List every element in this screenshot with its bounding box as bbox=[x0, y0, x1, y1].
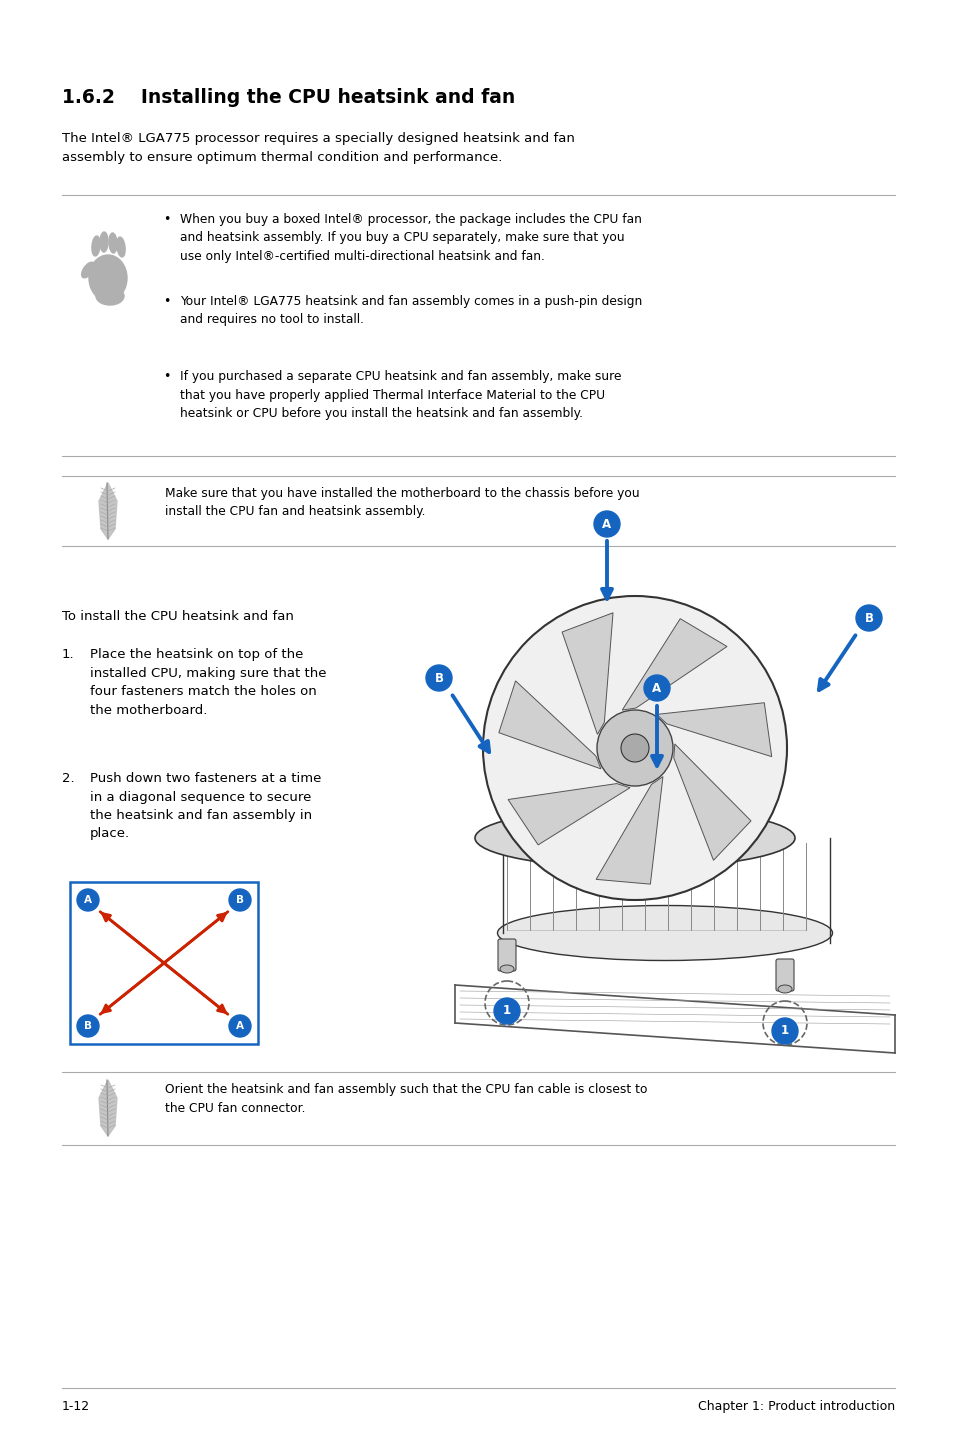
Text: The Intel® LGA775 processor requires a specially designed heatsink and fan
assem: The Intel® LGA775 processor requires a s… bbox=[62, 132, 575, 164]
Ellipse shape bbox=[499, 965, 514, 974]
Text: To install the CPU heatsink and fan: To install the CPU heatsink and fan bbox=[62, 610, 294, 623]
Text: 2.: 2. bbox=[62, 772, 74, 785]
Text: 1.6.2    Installing the CPU heatsink and fan: 1.6.2 Installing the CPU heatsink and fa… bbox=[62, 88, 515, 106]
Ellipse shape bbox=[475, 808, 794, 869]
Circle shape bbox=[594, 510, 619, 536]
Polygon shape bbox=[561, 613, 613, 735]
Polygon shape bbox=[673, 743, 750, 860]
Ellipse shape bbox=[100, 232, 108, 252]
Text: 1: 1 bbox=[502, 1005, 511, 1018]
Polygon shape bbox=[508, 784, 629, 846]
Text: A: A bbox=[84, 894, 91, 905]
Polygon shape bbox=[596, 777, 662, 884]
FancyBboxPatch shape bbox=[775, 959, 793, 991]
Ellipse shape bbox=[82, 262, 94, 278]
Text: Chapter 1: Product introduction: Chapter 1: Product introduction bbox=[698, 1401, 894, 1414]
Ellipse shape bbox=[109, 233, 117, 253]
Ellipse shape bbox=[116, 237, 125, 257]
Text: B: B bbox=[434, 672, 443, 684]
FancyBboxPatch shape bbox=[497, 939, 516, 971]
Circle shape bbox=[643, 674, 669, 700]
Polygon shape bbox=[99, 1080, 117, 1136]
Circle shape bbox=[620, 733, 648, 762]
Text: Push down two fasteners at a time
in a diagonal sequence to secure
the heatsink : Push down two fasteners at a time in a d… bbox=[90, 772, 321, 840]
Text: B: B bbox=[863, 611, 873, 624]
Text: Your Intel® LGA775 heatsink and fan assembly comes in a push-pin design
and requ: Your Intel® LGA775 heatsink and fan asse… bbox=[180, 295, 641, 326]
Polygon shape bbox=[498, 680, 600, 769]
Circle shape bbox=[77, 889, 99, 912]
Circle shape bbox=[597, 710, 672, 787]
Text: •: • bbox=[163, 295, 171, 308]
Ellipse shape bbox=[91, 236, 100, 256]
Polygon shape bbox=[656, 703, 771, 756]
Circle shape bbox=[229, 889, 251, 912]
Text: •: • bbox=[163, 370, 171, 383]
Circle shape bbox=[494, 998, 519, 1024]
Text: A: A bbox=[235, 1021, 244, 1031]
Text: 1: 1 bbox=[781, 1024, 788, 1037]
Text: A: A bbox=[601, 518, 611, 531]
Text: 1-12: 1-12 bbox=[62, 1401, 90, 1414]
Text: If you purchased a separate CPU heatsink and fan assembly, make sure
that you ha: If you purchased a separate CPU heatsink… bbox=[180, 370, 620, 420]
Circle shape bbox=[855, 605, 882, 631]
Text: B: B bbox=[84, 1021, 91, 1031]
Circle shape bbox=[77, 1015, 99, 1037]
Circle shape bbox=[771, 1018, 797, 1044]
Text: Place the heatsink on top of the
installed CPU, making sure that the
four fasten: Place the heatsink on top of the install… bbox=[90, 649, 326, 716]
Text: Orient the heatsink and fan assembly such that the CPU fan cable is closest to
t: Orient the heatsink and fan assembly suc… bbox=[165, 1083, 647, 1114]
Text: •: • bbox=[163, 213, 171, 226]
Text: 1.: 1. bbox=[62, 649, 74, 661]
Circle shape bbox=[426, 664, 452, 692]
Ellipse shape bbox=[497, 906, 832, 961]
Ellipse shape bbox=[778, 985, 791, 994]
Circle shape bbox=[482, 595, 786, 900]
FancyBboxPatch shape bbox=[70, 881, 257, 1044]
Polygon shape bbox=[621, 618, 726, 710]
Ellipse shape bbox=[96, 288, 124, 305]
Text: Make sure that you have installed the motherboard to the chassis before you
inst: Make sure that you have installed the mo… bbox=[165, 487, 639, 519]
Polygon shape bbox=[99, 483, 117, 539]
Circle shape bbox=[229, 1015, 251, 1037]
Ellipse shape bbox=[89, 255, 127, 301]
Text: A: A bbox=[652, 682, 660, 695]
Text: B: B bbox=[235, 894, 244, 905]
Text: When you buy a boxed Intel® processor, the package includes the CPU fan
and heat: When you buy a boxed Intel® processor, t… bbox=[180, 213, 641, 263]
